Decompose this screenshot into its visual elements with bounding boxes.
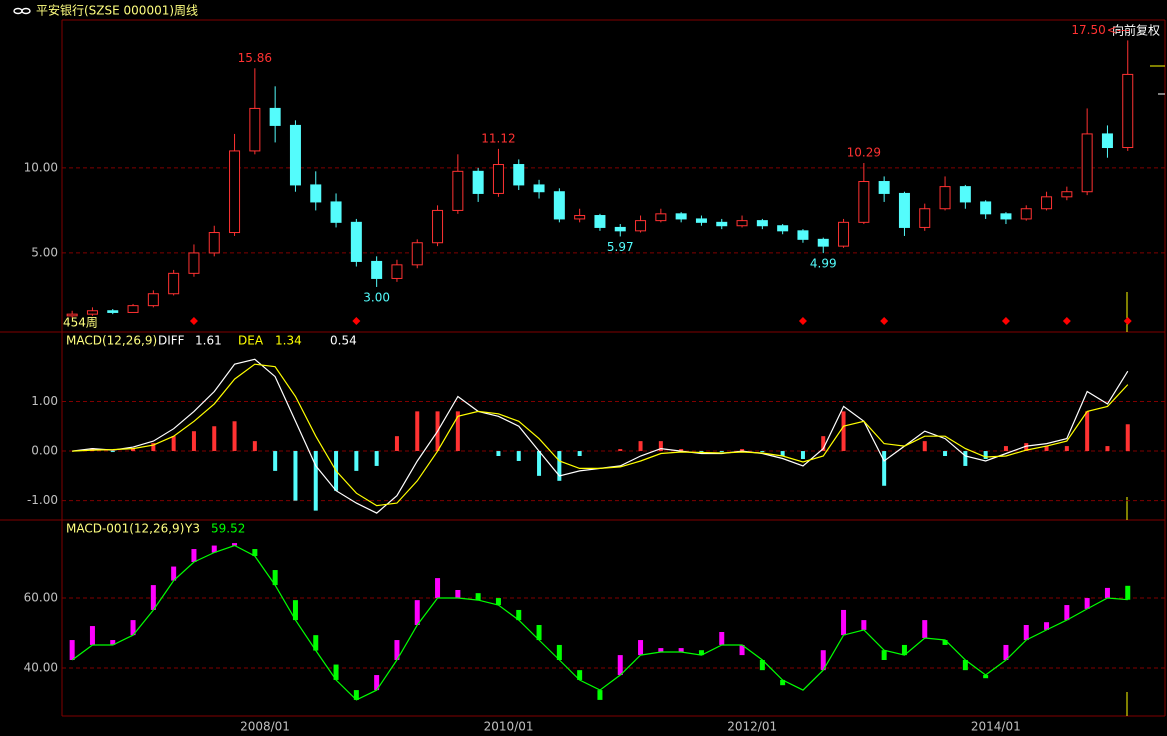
- y-tick-label: 5.00: [31, 245, 58, 259]
- signal-marker: [798, 317, 807, 325]
- candle-body: [188, 252, 200, 274]
- legend-name: DIFF: [158, 334, 185, 348]
- y-tick-label: 40.00: [24, 661, 58, 675]
- period-label: 454周: [63, 316, 98, 330]
- pointer: <---: [1107, 23, 1130, 37]
- link-icon: [13, 7, 31, 15]
- candle-body: [168, 272, 180, 295]
- signal-marker: [1123, 317, 1132, 325]
- y-tick-label: 0.00: [31, 444, 58, 458]
- candle-body: [1061, 191, 1073, 198]
- y-tick-label: 10.00: [24, 160, 58, 174]
- candle-body: [736, 220, 748, 227]
- signal-marker: [352, 317, 361, 325]
- candle-body: [513, 164, 525, 186]
- signal-marker: [1062, 317, 1071, 325]
- candle-body: [1041, 196, 1053, 210]
- header-title: 平安银行(SZSE 000001)周线: [36, 3, 198, 18]
- frame: [0, 19, 1166, 717]
- candle-body: [1020, 208, 1032, 220]
- high-label: 10.29: [847, 145, 881, 159]
- candle-body: [898, 192, 910, 228]
- candle-body: [330, 201, 342, 223]
- legend-value: 1.34: [275, 334, 302, 348]
- candle-body: [86, 310, 98, 315]
- candle-body: [574, 215, 586, 220]
- x-tick-label: 2014/01: [971, 720, 1021, 734]
- candle-body: [432, 209, 444, 244]
- panel-title: MACD-001(12,26,9): [66, 522, 184, 536]
- candle-body: [310, 184, 322, 203]
- high-label: 15.86: [238, 51, 272, 65]
- candle-body: [553, 191, 565, 220]
- candle-body: [777, 225, 789, 232]
- candle-body: [127, 305, 139, 313]
- candle-body: [756, 220, 768, 227]
- candle-body: [797, 230, 809, 240]
- candle-body: [695, 218, 707, 223]
- legend-value: 0.54: [330, 334, 357, 348]
- adjust-mode[interactable]: 向前复权: [1112, 23, 1160, 38]
- candle-body: [492, 164, 504, 194]
- candle-body: [1000, 213, 1012, 220]
- candle-body: [939, 186, 951, 210]
- candle-body: [269, 107, 281, 126]
- x-tick-label: 2010/01: [484, 720, 534, 734]
- candle-body: [1101, 133, 1113, 149]
- candle-body: [635, 220, 647, 232]
- candle-body: [1081, 133, 1093, 193]
- x-tick-label: 2012/01: [727, 720, 777, 734]
- candle-body: [614, 226, 626, 232]
- candle-body: [147, 293, 159, 307]
- panel-title: MACD(12,26,9): [66, 334, 157, 348]
- y-tick-label: 60.00: [24, 591, 58, 605]
- candle-body: [371, 260, 383, 279]
- candle-body: [249, 107, 261, 152]
- legend-name: Y3: [184, 522, 200, 536]
- signal-marker: [880, 317, 889, 325]
- candle-body: [959, 186, 971, 203]
- macd-line: [72, 363, 1129, 507]
- candle-body: [1122, 73, 1134, 149]
- candle-body: [838, 221, 850, 247]
- candle-body: [919, 208, 931, 228]
- y-tick-label: 1.00: [31, 394, 58, 408]
- candle-body: [817, 238, 829, 247]
- low-label: 3.00: [363, 290, 390, 304]
- low-label: 5.97: [607, 240, 634, 254]
- candle-body: [980, 201, 992, 215]
- candle-body: [289, 124, 301, 186]
- candle-body: [716, 221, 728, 227]
- signal-marker: [1001, 317, 1010, 325]
- candle-body: [107, 310, 119, 313]
- candle-body: [391, 264, 403, 279]
- candle-body: [229, 150, 241, 234]
- high-label: 17.50: [1071, 23, 1105, 37]
- legend-value: 1.61: [195, 334, 222, 348]
- candle-body: [411, 242, 423, 266]
- candle-body: [594, 215, 606, 228]
- candle-body: [472, 170, 484, 194]
- candle-body: [858, 181, 870, 223]
- candle-body: [878, 181, 890, 194]
- candle-body: [350, 221, 362, 262]
- legend-name: DEA: [238, 334, 264, 348]
- candle-body: [208, 232, 220, 254]
- high-label: 11.12: [481, 131, 515, 145]
- y3-line: [71, 544, 1128, 701]
- candle-body: [66, 313, 78, 317]
- candle-body: [655, 213, 667, 222]
- signal-marker: [189, 317, 198, 325]
- low-label: 4.99: [810, 257, 837, 271]
- candle-body: [533, 184, 545, 193]
- x-tick-label: 2008/01: [240, 720, 290, 734]
- candle-body: [675, 213, 687, 220]
- candle-body: [452, 170, 464, 211]
- y-tick-label: -1.00: [27, 493, 58, 507]
- legend-value: 59.52: [211, 522, 245, 536]
